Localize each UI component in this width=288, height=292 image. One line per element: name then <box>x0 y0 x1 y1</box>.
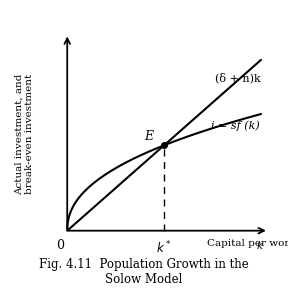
Text: $k$: $k$ <box>256 239 265 251</box>
Text: E: E <box>144 130 154 143</box>
Text: i = sf (k): i = sf (k) <box>211 121 259 131</box>
Text: Actual investment, and
break-even investment: Actual investment, and break-even invest… <box>14 74 34 195</box>
Text: $k^*$: $k^*$ <box>156 239 172 256</box>
Text: 0: 0 <box>56 239 64 253</box>
Text: Capital per worker,: Capital per worker, <box>207 239 288 248</box>
Text: (δ + n)k: (δ + n)k <box>215 72 260 83</box>
Text: Fig. 4.11  Population Growth in the
Solow Model: Fig. 4.11 Population Growth in the Solow… <box>39 258 249 286</box>
